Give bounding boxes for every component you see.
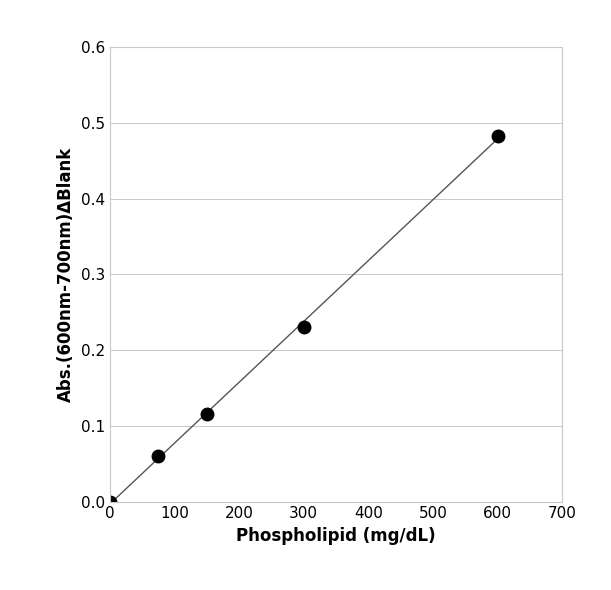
Point (492, 131, 502, 140)
Y-axis label: Abs.(600nm-700nm)ΔBlank: Abs.(600nm-700nm)ΔBlank (57, 147, 75, 402)
X-axis label: Phospholipid (mg/dL): Phospholipid (mg/dL) (236, 527, 436, 545)
Point (153, 451, 163, 461)
Point (105, 497, 115, 506)
Point (299, 323, 309, 332)
Point (202, 409, 212, 419)
